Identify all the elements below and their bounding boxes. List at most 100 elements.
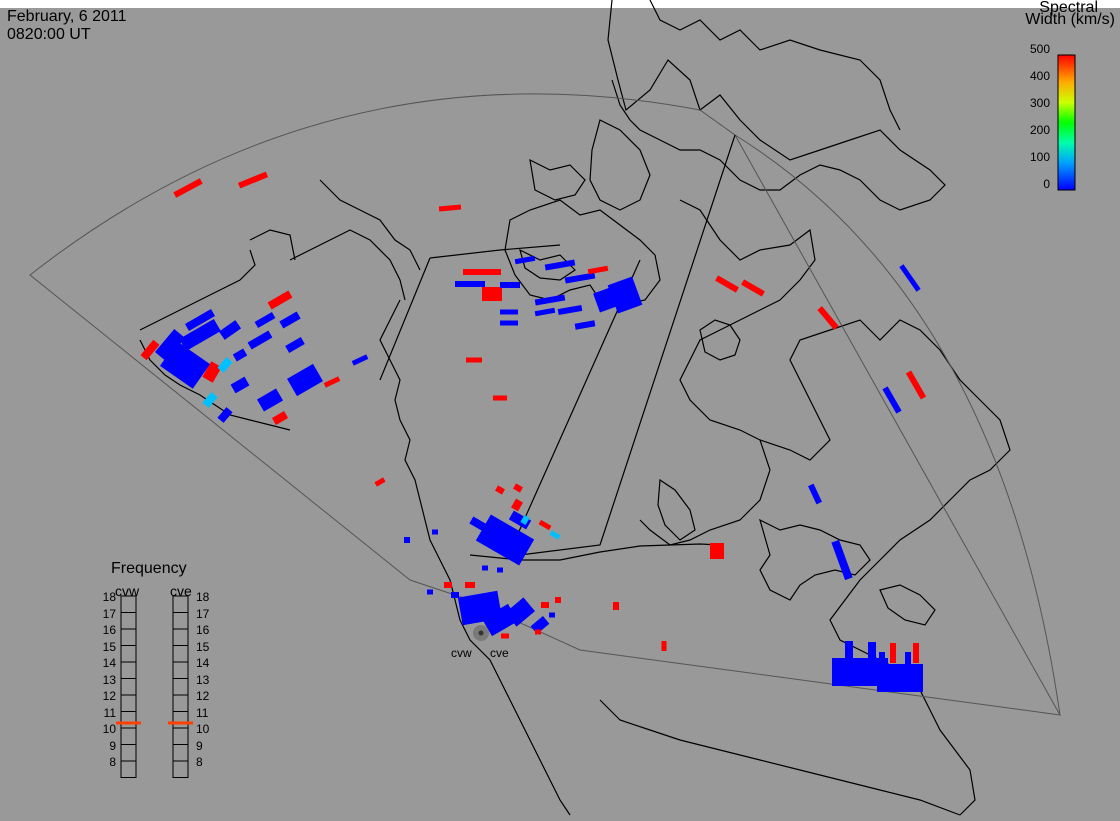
backscatter-cell	[905, 370, 927, 400]
frequency-label: 17	[196, 606, 210, 621]
backscatter-cell	[831, 539, 853, 581]
top-strip	[0, 0, 1120, 8]
frequency-cell	[120, 760, 137, 778]
backscatter-cell	[202, 392, 218, 408]
backscatter-cell	[905, 652, 911, 668]
backscatter-cell	[482, 565, 488, 571]
backscatter-cell	[140, 339, 160, 361]
frequency-label: 14	[196, 656, 210, 670]
backscatter-cell	[374, 477, 386, 487]
backscatter-cell	[475, 514, 535, 566]
frequency-label: 11	[196, 705, 209, 720]
frequency-cell	[120, 694, 137, 712]
station-marker	[473, 625, 489, 641]
frequency-label: 16	[196, 623, 210, 637]
backscatter-cell	[538, 519, 552, 531]
backscatter-cell	[877, 664, 923, 692]
backscatter-cell	[541, 602, 549, 608]
backscatter-cell	[232, 348, 248, 362]
backscatter-cell	[497, 567, 503, 573]
backscatter-cell	[710, 543, 724, 559]
backscatter-cell	[279, 311, 301, 329]
frequency-col-cve: cve	[170, 583, 192, 599]
colorbar-tick: 200	[1029, 123, 1050, 137]
backscatter-cell	[451, 592, 459, 598]
frequency-cell	[120, 711, 137, 729]
frequency-cell	[120, 678, 137, 696]
backscatter-cell	[500, 309, 518, 315]
frequency-label: 17	[102, 606, 116, 621]
frequency-boxes	[120, 595, 189, 778]
backscatter-cell	[534, 294, 566, 306]
backscatter-cell	[493, 395, 507, 401]
backscatter-cell	[432, 529, 438, 535]
backscatter-cell	[323, 376, 341, 388]
backscatter-cell	[501, 633, 509, 639]
time-label: 0820:00 UT	[7, 26, 91, 43]
backscatter-cell	[530, 616, 550, 634]
colorbar-tick: 300	[1029, 96, 1050, 110]
backscatter-cell	[534, 307, 556, 317]
frequency-cell	[172, 628, 189, 646]
station-label-cvw: cvw	[451, 646, 472, 660]
backscatter-cell	[438, 204, 462, 212]
colorbar-tick: 100	[1029, 150, 1050, 164]
backscatter-cell	[535, 629, 541, 635]
frequency-label: 8	[109, 755, 116, 769]
backscatter-cell	[514, 255, 536, 265]
frequency-label: 16	[102, 623, 116, 637]
frequency-label: 15	[102, 639, 116, 654]
backscatter-cell	[549, 530, 561, 540]
backscatter-cell	[661, 641, 667, 651]
backscatter-cell	[444, 582, 452, 588]
backscatter-cell	[593, 287, 617, 313]
backscatter-cell	[564, 272, 596, 284]
backscatter-cell	[808, 483, 822, 505]
backscatter-cell	[741, 279, 765, 297]
backscatter-cell	[466, 357, 482, 363]
frequency-cell	[172, 595, 189, 613]
backscatter-cell	[463, 269, 501, 275]
frequency-cell	[120, 727, 137, 745]
frequency-label: 11	[103, 705, 116, 720]
frequency-label: 18	[196, 590, 210, 604]
backscatter-cell	[913, 643, 919, 663]
frequency-label: 9	[109, 738, 116, 753]
backscatter-cell	[500, 282, 520, 288]
radar-fov	[29, 93, 1061, 716]
backscatter-cell	[500, 320, 518, 326]
frequency-label: 13	[196, 672, 210, 687]
frequency-label: 12	[196, 689, 210, 703]
backscatter-cell	[587, 265, 609, 275]
colorbar-title: Spectral	[1039, 0, 1098, 16]
backscatter-cell	[868, 642, 876, 664]
backscatter-cell	[230, 376, 250, 394]
backscatter-cell	[271, 411, 289, 425]
backscatter-cell	[520, 515, 530, 525]
frequency-label: 13	[102, 672, 116, 687]
backscatter-cell	[817, 306, 839, 330]
station-label-cve: cve	[490, 646, 509, 660]
frequency-cell	[120, 595, 137, 613]
backscatter-cell	[285, 337, 305, 353]
backscatter-cell	[173, 178, 203, 198]
backscatter-cell	[549, 612, 555, 618]
backscatter-cell	[351, 354, 369, 366]
backscatter-cell	[469, 516, 491, 534]
backscatter-cell	[217, 357, 233, 373]
frequency-cell	[120, 645, 137, 663]
frequency-label: 9	[196, 738, 203, 753]
frequency-label: 10	[102, 722, 116, 736]
frequency-cell	[172, 711, 189, 729]
backscatter-cell	[202, 361, 222, 383]
frequency-cell	[120, 628, 137, 646]
backscatter-cell	[218, 320, 242, 340]
frequency-cell	[172, 661, 189, 679]
backscatter-cell	[287, 363, 323, 397]
frequency-cell	[120, 744, 137, 762]
frequency-label: 18	[102, 590, 116, 604]
backscatter-cell	[160, 341, 210, 389]
frequency-label: 10	[196, 722, 210, 736]
